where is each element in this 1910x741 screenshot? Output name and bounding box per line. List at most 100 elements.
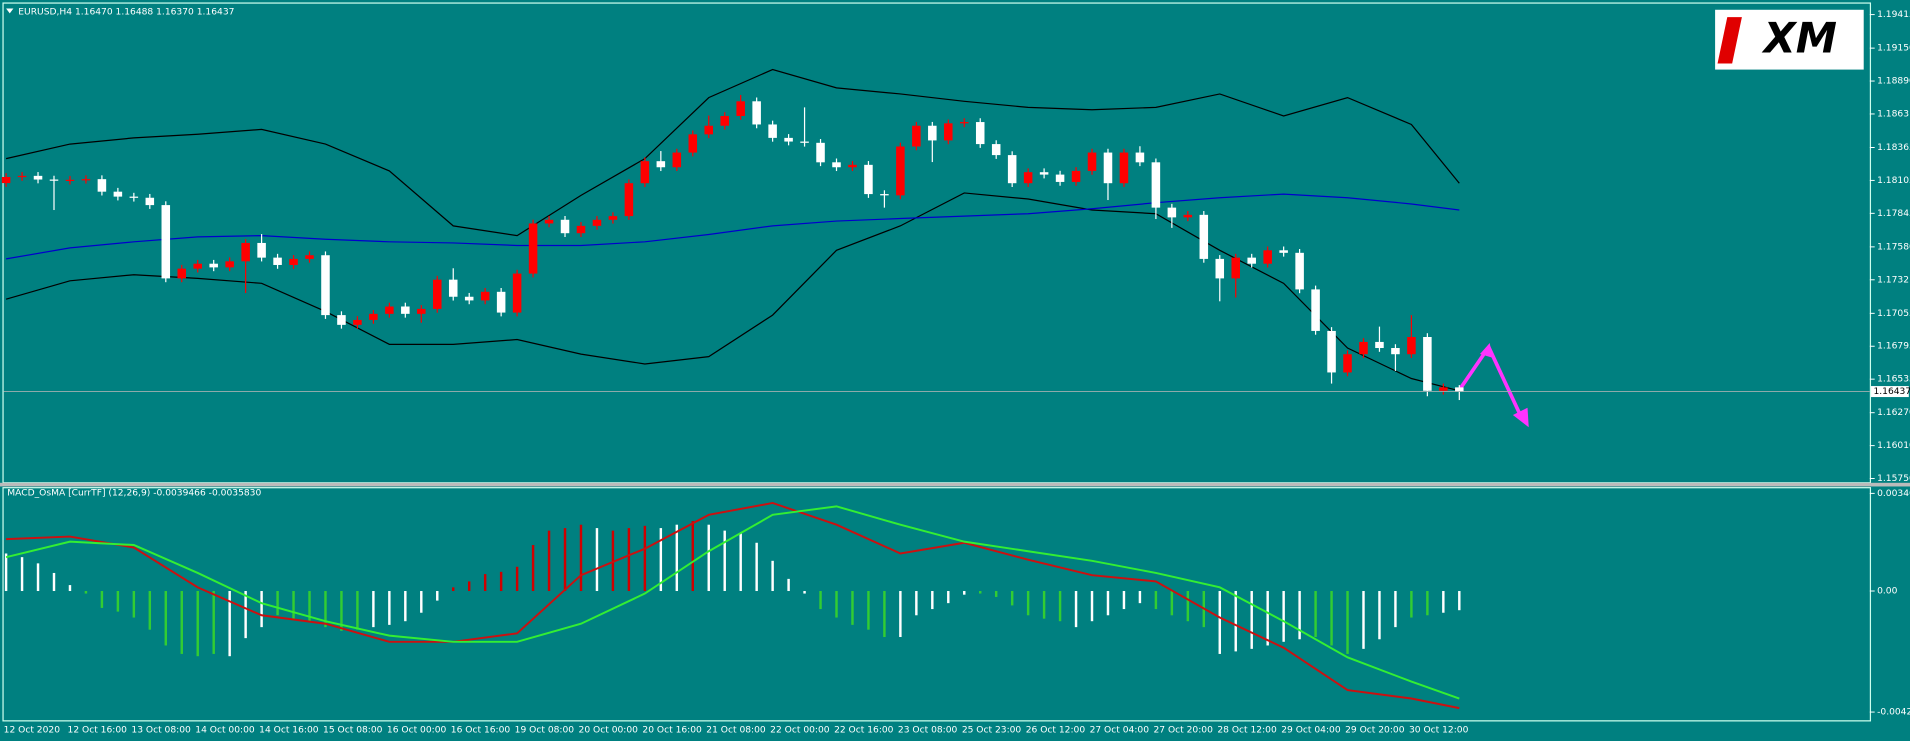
candle-body: [448, 279, 458, 297]
y-tick-label: 1.16010: [1877, 441, 1910, 451]
indicator-line: [5, 505, 1460, 700]
histogram-bar: [611, 530, 615, 592]
candle-body: [832, 162, 841, 168]
histogram-bar: [1138, 591, 1142, 604]
histogram-bar: [835, 591, 838, 618]
y-tick-label: 1.19415: [1877, 10, 1910, 20]
x-tick-label: 22 Oct 16:00: [834, 726, 894, 736]
x-tick-label: 27 Oct 04:00: [1090, 726, 1150, 736]
candle-body: [81, 179, 91, 181]
candle-body: [704, 125, 714, 135]
histogram-bar: [803, 591, 806, 594]
candle-body: [193, 263, 202, 269]
candle-body: [576, 225, 586, 234]
candle-body: [672, 152, 682, 168]
histogram-bar: [452, 587, 455, 592]
candle-body: [991, 144, 1001, 156]
histogram-bar: [68, 585, 72, 592]
histogram-bar: [1282, 591, 1285, 642]
histogram-bar: [563, 528, 567, 592]
x-tick-label: 29 Oct 20:00: [1345, 726, 1405, 736]
candle-body: [912, 125, 921, 147]
histogram-bar: [340, 591, 343, 631]
candle-body: [1, 176, 11, 184]
candle-body: [640, 161, 650, 184]
candle-body: [512, 273, 522, 313]
candle-body: [1167, 207, 1177, 218]
y-tick-label: 1.16270: [1877, 408, 1910, 418]
histogram-bar: [883, 591, 886, 638]
histogram-bar: [260, 591, 263, 628]
arrow-down: [1486, 345, 1524, 419]
histogram-bar: [707, 524, 710, 592]
menu-triangle[interactable]: [6, 8, 14, 14]
candle-body: [209, 263, 218, 268]
histogram-bar: [531, 545, 535, 592]
histogram-bar: [547, 530, 551, 592]
histogram-bar: [52, 572, 56, 592]
histogram-bar: [994, 591, 998, 597]
histogram-bar: [1410, 591, 1413, 618]
histogram-bar: [1058, 591, 1062, 622]
histogram-bar: [132, 591, 136, 618]
histogram-bar: [1314, 591, 1317, 638]
histogram-bar: [1122, 591, 1126, 610]
histogram-bar: [1010, 591, 1014, 606]
x-tick-label: 14 Oct 16:00: [259, 726, 319, 736]
pane-separator: [0, 482, 1910, 487]
candle-body: [177, 268, 187, 279]
candle-body: [848, 164, 857, 168]
histogram-bar: [1074, 591, 1078, 628]
histogram-bar: [1170, 591, 1174, 616]
histogram-bar: [1250, 591, 1253, 649]
candle-body: [97, 179, 107, 192]
candle-body: [433, 279, 442, 309]
histogram-bar: [404, 591, 407, 622]
candle-body: [1023, 172, 1033, 184]
forecast-arrows: [1459, 343, 1529, 428]
histogram-bar: [1394, 591, 1397, 628]
candle-body: [1231, 257, 1241, 279]
histogram-bar: [1298, 591, 1301, 640]
histogram-bar: [643, 525, 647, 592]
candle-body: [592, 219, 602, 226]
histogram-bar: [1378, 591, 1381, 640]
candle-body: [656, 161, 666, 168]
candle-body: [768, 124, 777, 138]
histogram-bar: [1234, 591, 1237, 652]
histogram-bar: [467, 581, 471, 592]
x-tick-label: 22 Oct 00:00: [770, 726, 830, 736]
histogram-bar: [244, 591, 247, 639]
candle-body: [1375, 341, 1384, 349]
macd-title: MACD_OsMA [CurrTF] (12,26,9) -0.0039466 …: [7, 489, 261, 499]
candle-body: [1039, 172, 1049, 175]
histogram-bar: [148, 591, 152, 630]
candle-body: [113, 191, 123, 197]
x-tick-label: 20 Oct 00:00: [579, 726, 639, 736]
histogram-bar: [1346, 591, 1349, 654]
candle-body: [1151, 162, 1161, 208]
candle-body: [880, 194, 889, 196]
candle-body: [1087, 152, 1097, 171]
candle-body: [401, 306, 410, 314]
histogram-bar: [659, 528, 663, 592]
candle-body: [17, 175, 27, 178]
candle-body: [496, 291, 506, 313]
histogram-bar: [212, 591, 215, 654]
candle-body: [1135, 152, 1145, 163]
y-tick-label: 1.15750: [1877, 474, 1910, 484]
candle-body: [608, 216, 618, 220]
candle-body: [305, 255, 314, 259]
x-tick-label: 23 Oct 08:00: [898, 726, 958, 736]
histogram-bar: [1442, 591, 1445, 613]
candle-body: [480, 291, 490, 301]
symbol-title: EURUSD,H4 1.16470 1.16488 1.16370 1.1643…: [18, 8, 234, 18]
histogram-bar: [1186, 591, 1190, 622]
candle-body: [528, 223, 538, 274]
candle-body: [736, 101, 745, 116]
x-tick-label: 12 Oct 2020: [4, 726, 61, 736]
candle-body: [752, 101, 761, 125]
candle-body: [1423, 337, 1432, 391]
